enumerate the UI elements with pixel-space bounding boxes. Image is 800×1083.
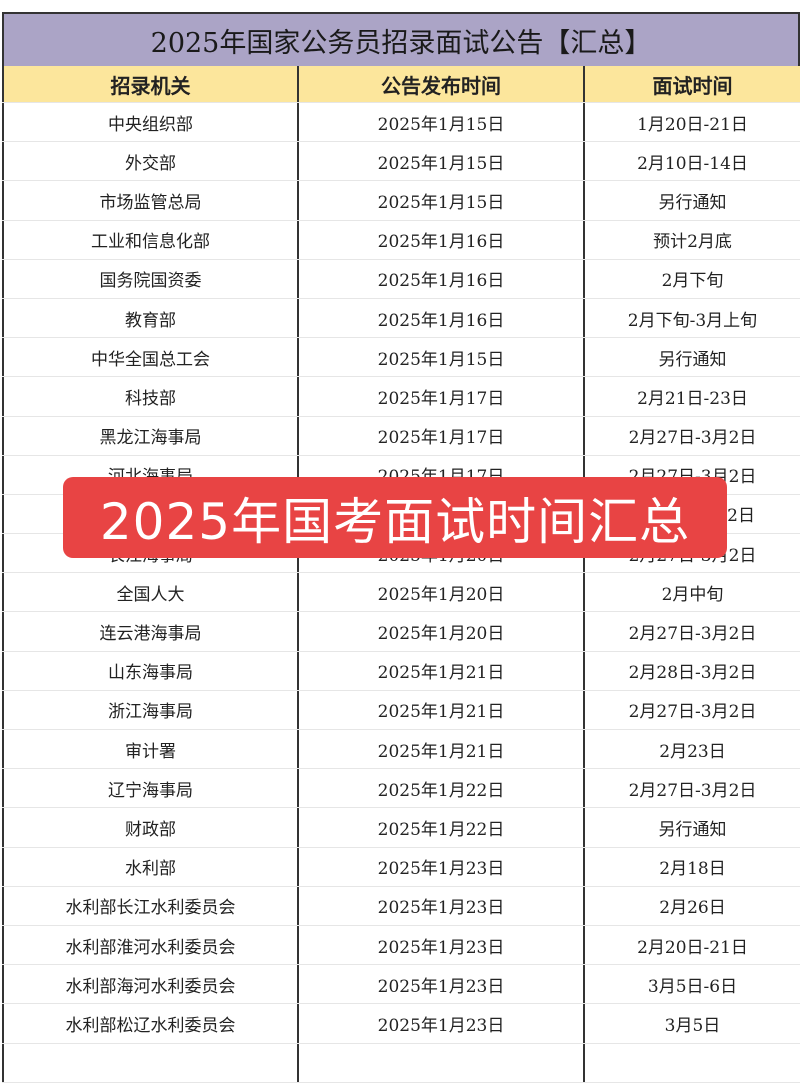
agency-cell: 水利部 [2,847,297,886]
announce-date-cell: 2025年1月23日 [297,886,583,925]
agency-cell: 连云港海事局 [2,612,297,651]
table-row: 山东海事局 2025年1月21日 2月28日-3月2日 [2,651,800,691]
interview-time-cell: 另行通知 [583,338,800,377]
table-row: 教育部 2025年1月16日 2月下旬-3月上旬 [2,298,800,339]
table-row: 水利部淮河水利委员会 2025年1月23日 2月20日-21日 [2,925,800,966]
interview-time-cell: 2月10日-14日 [583,142,800,181]
agency-cell: 外交部 [2,142,297,181]
header-row: 招录机关 公告发布时间 面试时间 [2,66,800,103]
table-row: 水利部长江水利委员会 2025年1月23日 2月26日 [2,886,800,926]
table-row: 国务院国资委 2025年1月16日 2月下旬 [2,259,800,299]
announce-date-cell: 2025年1月23日 [297,1004,583,1043]
interview-time-cell: 2月18日 [583,847,800,886]
table-row: 水利部海河水利委员会 2025年1月23日 3月5日-6日 [2,965,800,1005]
table-title: 2025年国家公务员招录面试公告【汇总】 [2,12,800,66]
interview-time-cell: 2月下旬 [583,259,800,298]
agency-cell: 市场监管总局 [2,181,297,220]
table-row: 连云港海事局 2025年1月20日 2月27日-3月2日 [2,612,800,652]
interview-time-cell: 3月5日 [583,1004,800,1043]
table-row: 水利部松辽水利委员会 2025年1月23日 3月5日 [2,1004,800,1044]
announce-date-cell: 2025年1月16日 [297,259,583,298]
agency-cell: 中央组织部 [2,103,297,142]
header-agency: 招录机关 [2,66,297,102]
interview-time-cell: 2月21日-23日 [583,377,800,416]
agency-cell: 审计署 [2,730,297,769]
agency-cell: 山东海事局 [2,651,297,690]
agency-cell: 水利部松辽水利委员会 [2,1004,297,1043]
agency-cell: 全国人大 [2,573,297,612]
announce-date-cell: 2025年1月22日 [297,808,583,847]
agency-cell: 浙江海事局 [2,690,297,729]
interview-time-cell: 2月27日-3月2日 [583,416,800,455]
announce-date-cell: 2025年1月20日 [297,612,583,651]
interview-time-cell: 2月23日 [583,730,800,769]
table-row: 财政部 2025年1月22日 另行通知 [2,808,800,848]
interview-time-cell: 2月20日-21日 [583,925,800,965]
interview-time-cell: 2月27日-3月2日 [583,769,800,808]
table-row: 中华全国总工会 2025年1月15日 另行通知 [2,338,800,378]
announce-date-cell: 2025年1月21日 [297,730,583,769]
overlay-banner: 2025年国考面试时间汇总 [63,477,727,558]
interview-time-cell: 2月27日-3月2日 [583,690,800,729]
table-row: 工业和信息化部 2025年1月16日 预计2月底 [2,220,800,260]
announce-date-cell: 2025年1月17日 [297,377,583,416]
table-row: 水利部 2025年1月23日 2月18日 [2,847,800,887]
announce-date-cell: 2025年1月15日 [297,103,583,142]
agency-cell: 水利部淮河水利委员会 [2,925,297,965]
table-row: 科技部 2025年1月17日 2月21日-23日 [2,377,800,417]
interview-time-cell: 2月28日-3月2日 [583,651,800,690]
announce-date-cell: 2025年1月15日 [297,338,583,377]
interview-time-cell: 2月27日-3月2日 [583,612,800,651]
table-row: 全国人大 2025年1月20日 2月中旬 [2,573,800,613]
interview-time-cell: 1月20日-21日 [583,103,800,142]
announce-date-cell: 2025年1月15日 [297,181,583,220]
announce-date-cell: 2025年1月16日 [297,298,583,338]
announce-date-cell: 2025年1月22日 [297,769,583,808]
table-row: 市场监管总局 2025年1月15日 另行通知 [2,181,800,221]
interview-time-cell: 预计2月底 [583,220,800,259]
agency-cell: 科技部 [2,377,297,416]
announce-date-cell: 2025年1月23日 [297,965,583,1004]
agency-cell: 黑龙江海事局 [2,416,297,455]
agency-cell: 水利部海河水利委员会 [2,965,297,1004]
interview-time-cell: 3月5日-6日 [583,965,800,1004]
table-row: 辽宁海事局 2025年1月22日 2月27日-3月2日 [2,769,800,809]
announce-date-cell: 2025年1月16日 [297,220,583,259]
agency-cell [2,1043,297,1082]
table-row [2,1043,800,1083]
announce-date-cell: 2025年1月20日 [297,573,583,612]
table-row: 黑龙江海事局 2025年1月17日 2月27日-3月2日 [2,416,800,456]
header-announce-date: 公告发布时间 [297,66,583,102]
announce-date-cell [297,1043,583,1082]
interview-schedule-table: 2025年国家公务员招录面试公告【汇总】 招录机关 公告发布时间 面试时间 中央… [2,12,800,1083]
agency-cell: 辽宁海事局 [2,769,297,808]
announce-date-cell: 2025年1月23日 [297,847,583,886]
table-row: 审计署 2025年1月21日 2月23日 [2,730,800,770]
table-row: 中央组织部 2025年1月15日 1月20日-21日 [2,103,800,143]
table-row: 外交部 2025年1月15日 2月10日-14日 [2,142,800,182]
interview-time-cell: 2月中旬 [583,573,800,612]
announce-date-cell: 2025年1月15日 [297,142,583,181]
table-row: 浙江海事局 2025年1月21日 2月27日-3月2日 [2,690,800,730]
announce-date-cell: 2025年1月17日 [297,416,583,455]
agency-cell: 教育部 [2,298,297,338]
interview-time-cell: 另行通知 [583,181,800,220]
interview-time-cell [583,1043,800,1082]
agency-cell: 国务院国资委 [2,259,297,298]
interview-time-cell: 2月下旬-3月上旬 [583,298,800,338]
agency-cell [2,494,297,534]
agency-cell: 中华全国总工会 [2,338,297,377]
agency-cell: 工业和信息化部 [2,220,297,259]
header-interview-time: 面试时间 [583,66,800,102]
announce-date-cell: 2025年1月23日 [297,925,583,965]
announce-date-cell: 2025年1月21日 [297,651,583,690]
announce-date-cell: 2025年1月21日 [297,690,583,729]
interview-time-cell: 2月26日 [583,886,800,925]
agency-cell: 财政部 [2,808,297,847]
agency-cell: 水利部长江水利委员会 [2,886,297,925]
interview-time-cell: 另行通知 [583,808,800,847]
